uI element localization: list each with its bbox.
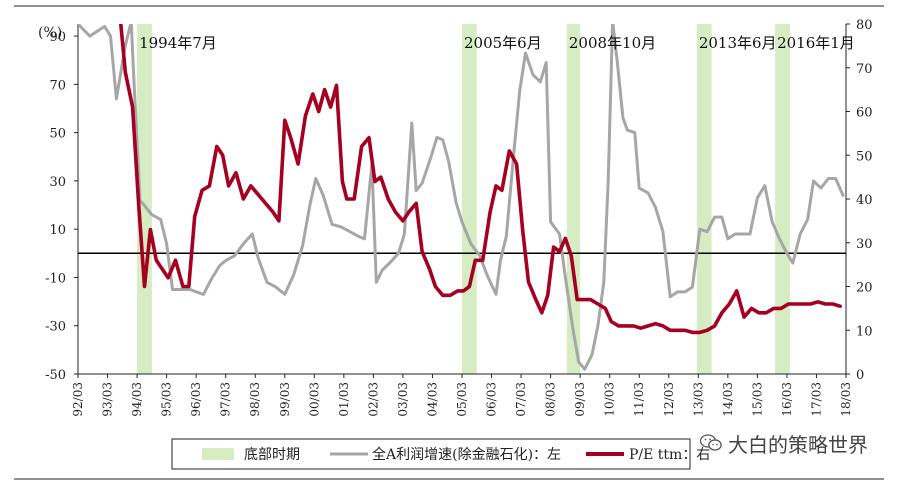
profit-growth-line (78, 24, 845, 371)
y-right-tick-label: 70 (856, 62, 873, 77)
y-left-tick-label: -30 (45, 320, 66, 335)
period-labels: 1994年7月 2005年6月 2008年10月 2013年6月 2016年1月 (139, 34, 855, 52)
pe-ttm-line (119, 24, 842, 335)
x-tick-label: 03/03 (396, 382, 410, 417)
watermark: 大白的策略世界 (700, 428, 868, 458)
legend-label-profit: 全A利润增速(除金融石化)：左 (372, 446, 561, 463)
x-tick-label: 13/03 (691, 382, 705, 417)
y-left-tick-label: 70 (49, 78, 66, 93)
period-band (775, 24, 790, 374)
period-label: 2008年10月 (569, 34, 656, 52)
x-tick-label: 96/03 (189, 382, 203, 417)
y-right-tick-label: 80 (856, 18, 873, 33)
y-right-tick-label: 0 (856, 368, 864, 383)
x-tick-label: 15/03 (750, 382, 764, 417)
x-tick-label: 97/03 (219, 382, 233, 417)
x-tick-label: 02/03 (366, 382, 380, 417)
period-label: 2005年6月 (464, 34, 542, 52)
y-right-tick-label: 60 (856, 106, 873, 121)
x-tick-label: 95/03 (160, 382, 174, 417)
period-band (566, 24, 581, 374)
x-tick-label: 06/03 (485, 382, 499, 417)
x-tick-label: 12/03 (662, 382, 676, 417)
x-tick-label: 01/03 (337, 382, 351, 417)
y-right-tick-label: 20 (856, 281, 873, 296)
y-right-tick-label: 50 (856, 149, 873, 164)
legend-box (171, 438, 691, 470)
period-band (137, 24, 152, 374)
y-right-tick-label: 40 (856, 193, 873, 208)
period-band (462, 24, 477, 374)
watermark-text: 大白的策略世界 (728, 432, 868, 457)
period-label: 2016年1月 (777, 34, 855, 52)
x-tick-label: 93/03 (101, 382, 115, 417)
x-tick-label: 94/03 (130, 382, 144, 417)
y-right-tick-label: 10 (856, 324, 873, 339)
y-left-tick-label: 10 (49, 223, 66, 238)
y-right-tick-label: 30 (856, 237, 873, 252)
series-lines (78, 24, 845, 371)
x-tick-label: 04/03 (425, 382, 439, 417)
y-left-tick-label: -10 (45, 271, 66, 286)
period-label: 1994年7月 (139, 34, 217, 52)
x-tick-label: 98/03 (248, 382, 262, 417)
x-tick-label: 14/03 (721, 382, 735, 417)
legend-swatch-bottom (202, 448, 234, 460)
x-tick-label: 08/03 (544, 382, 558, 417)
x-tick-label: 10/03 (603, 382, 617, 417)
x-tick-label: 05/03 (455, 382, 469, 417)
y-left-tick-label: -50 (45, 368, 66, 383)
x-tick-label: 09/03 (573, 382, 587, 417)
y-left-unit: (%) (38, 25, 62, 41)
x-tick-label: 17/03 (809, 382, 823, 417)
y-left-tick-label: 90 (49, 30, 66, 45)
x-tick-label: 18/03 (839, 382, 853, 417)
legend-label-bottom: 底部时期 (244, 447, 300, 463)
wechat-icon (700, 434, 722, 451)
x-tick-label: 11/03 (632, 382, 646, 417)
x-tick-label: 16/03 (780, 382, 794, 417)
legend: 底部时期 全A利润增速(除金融石化)：左 P/E ttm：右 (171, 438, 710, 470)
x-tick-label: 07/03 (514, 382, 528, 417)
x-tick-label: 00/03 (307, 382, 321, 417)
y-left-tick-label: 30 (49, 175, 66, 190)
axes: (%) -50 -30 -10 10 30 50 70 90 0 10 20 30 40 50 60 70 80 9… (38, 18, 873, 417)
x-tick-label: 99/03 (278, 382, 292, 417)
period-label: 2013年6月 (699, 34, 777, 52)
y-left-tick-label: 50 (49, 127, 66, 142)
period-band (696, 24, 712, 374)
x-tick-label: 92/03 (71, 382, 85, 417)
legend-label-pe: P/E ttm：右 (629, 447, 710, 463)
